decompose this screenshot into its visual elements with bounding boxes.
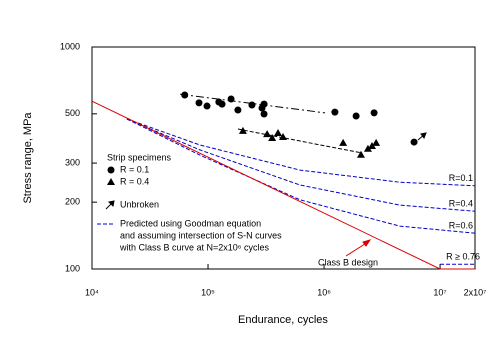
data-point [363, 144, 372, 152]
legend-note: Predicted using Goodman equation [120, 218, 261, 228]
legend-note: and assuming intersection of S-N curves [120, 230, 282, 240]
data-point [274, 128, 283, 136]
data-point [370, 109, 378, 117]
legend-unbroken: Unbroken [120, 199, 159, 209]
series-line [126, 118, 476, 234]
curve-label: Class B design [318, 257, 378, 267]
x-tick-label: 10⁷ [433, 287, 446, 297]
curve-label: R=0.1 [449, 173, 473, 183]
curve-label: R ≥ 0.76 [446, 252, 480, 262]
data-point [372, 138, 381, 146]
legend-note: with Class B curve at N=2x10⁶ cycles [119, 242, 270, 252]
curve-label: R=0.6 [449, 221, 473, 231]
data-point [268, 134, 277, 142]
series-line [91, 100, 475, 270]
curve-label: R=0.4 [449, 199, 473, 209]
y-tick-label: 500 [65, 108, 80, 118]
data-point [356, 150, 365, 158]
legend-title: Strip specimens [107, 152, 172, 162]
legend-label: R = 0.4 [120, 176, 149, 186]
data-point [410, 138, 418, 146]
series-line [126, 118, 476, 212]
plot-frame [91, 46, 476, 270]
y-tick-label: 200 [65, 197, 80, 207]
y-axis-title: Stress range, MPa [22, 112, 34, 204]
data-point [339, 138, 348, 146]
series-line [237, 128, 363, 154]
data-point [203, 102, 211, 110]
x-tick-label: 2x10⁷ [464, 287, 487, 297]
series-line [126, 118, 476, 187]
data-point [234, 106, 242, 114]
data-point [248, 101, 256, 109]
class-b-arrow [345, 239, 372, 257]
x-axis-title: Endurance, cycles [238, 314, 328, 326]
data-point [331, 108, 339, 116]
x-tick-label: 10⁶ [317, 287, 331, 297]
x-tick-label: 10⁴ [85, 287, 99, 297]
x-tick-label: 10⁵ [201, 287, 215, 297]
data-point [368, 142, 377, 150]
legend-marker [107, 166, 115, 174]
data-point [260, 100, 268, 108]
data-point [238, 126, 247, 134]
data-point [218, 100, 226, 108]
unbroken-arrow [417, 132, 427, 141]
legend-marker [107, 178, 115, 185]
y-tick-label: 100 [65, 263, 80, 273]
unbroken-legend-arrow [105, 200, 115, 210]
data-point [260, 110, 268, 118]
y-tick-label: 1000 [60, 41, 80, 51]
data-point [195, 99, 203, 107]
legend-label: R = 0.1 [120, 164, 149, 174]
y-tick-label: 300 [65, 157, 80, 167]
data-point [352, 112, 360, 120]
